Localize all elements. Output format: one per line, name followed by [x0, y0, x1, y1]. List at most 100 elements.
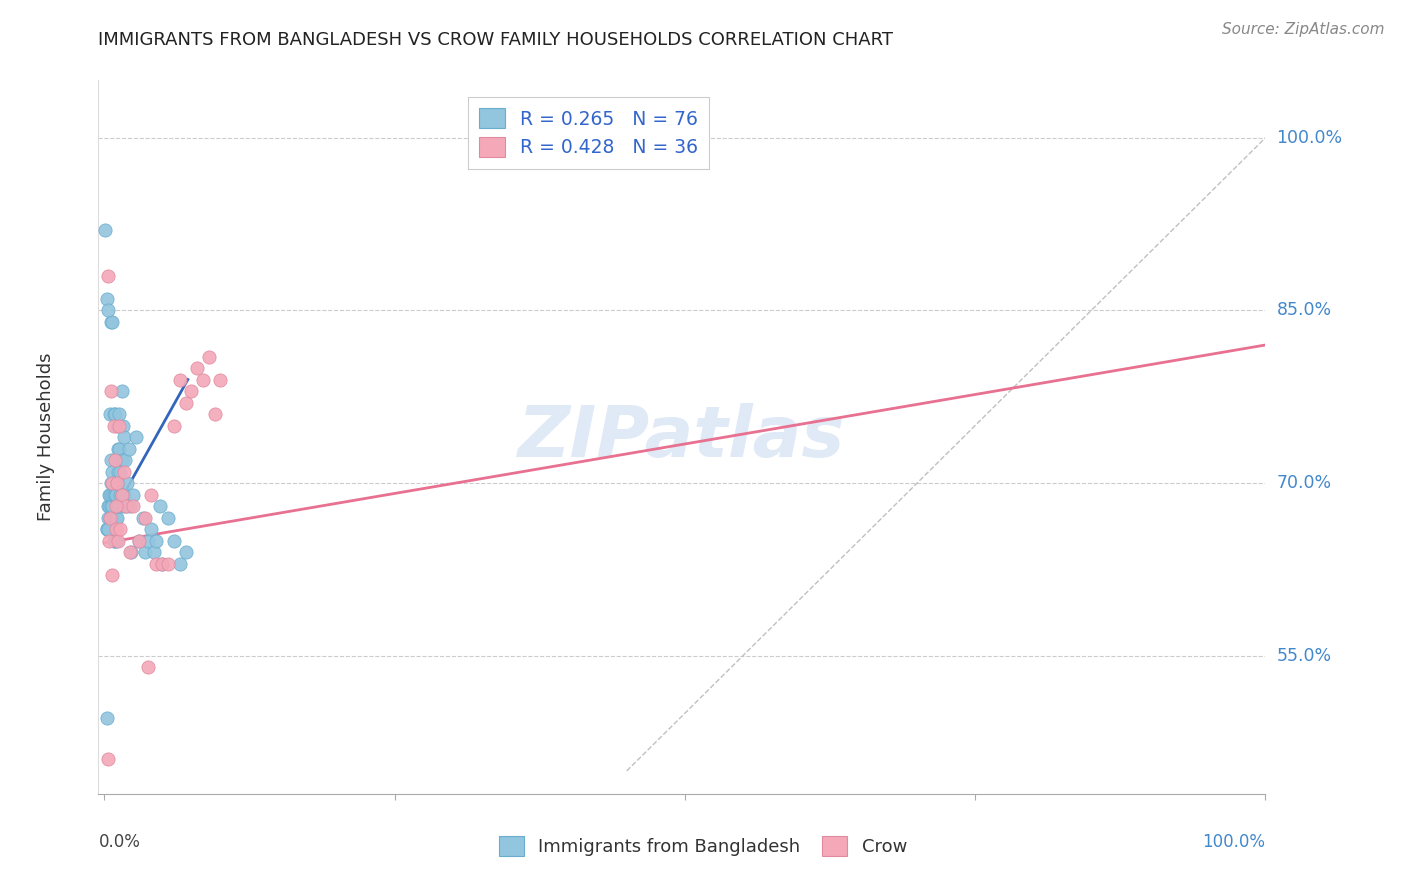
- Point: [104, 407, 127, 421]
- Point: [97, 268, 120, 283]
- Text: 100.0%: 100.0%: [1202, 833, 1265, 851]
- Point: [104, 453, 127, 467]
- Text: 100.0%: 100.0%: [1277, 128, 1343, 147]
- Point: [104, 453, 127, 467]
- Point: [104, 533, 127, 548]
- Point: [111, 384, 134, 398]
- Point: [118, 499, 141, 513]
- Point: [115, 499, 138, 513]
- Point: [105, 510, 128, 524]
- Point: [97, 499, 120, 513]
- Point: [101, 510, 124, 524]
- Point: [101, 499, 124, 513]
- Point: [104, 499, 127, 513]
- Point: [107, 533, 129, 548]
- Point: [101, 488, 124, 502]
- Point: [209, 372, 232, 386]
- Point: [143, 545, 166, 559]
- Point: [97, 533, 120, 548]
- Point: [197, 350, 219, 364]
- Point: [122, 488, 145, 502]
- Point: [174, 545, 197, 559]
- Point: [145, 533, 167, 548]
- Point: [97, 499, 120, 513]
- Point: [157, 557, 180, 571]
- Point: [163, 418, 186, 433]
- Point: [128, 533, 150, 548]
- Legend: R = 0.265   N = 76, R = 0.428   N = 36: R = 0.265 N = 76, R = 0.428 N = 36: [468, 97, 710, 169]
- Point: [105, 418, 128, 433]
- Point: [108, 418, 131, 433]
- Point: [117, 476, 139, 491]
- Point: [112, 465, 135, 479]
- Point: [103, 407, 125, 421]
- Point: [128, 533, 150, 548]
- Text: Family Households: Family Households: [37, 353, 55, 521]
- Point: [139, 488, 162, 502]
- Point: [114, 453, 136, 467]
- Point: [149, 499, 172, 513]
- Point: [120, 545, 142, 559]
- Point: [107, 476, 129, 491]
- Point: [138, 660, 160, 674]
- Point: [186, 361, 208, 376]
- Point: [169, 557, 191, 571]
- Point: [104, 488, 127, 502]
- Point: [111, 418, 134, 433]
- Point: [117, 442, 139, 456]
- Point: [139, 522, 162, 536]
- Point: [107, 442, 129, 456]
- Point: [110, 488, 132, 502]
- Point: [204, 407, 226, 421]
- Point: [103, 533, 125, 548]
- Point: [115, 499, 138, 513]
- Point: [104, 510, 127, 524]
- Point: [100, 315, 122, 329]
- Point: [157, 510, 180, 524]
- Point: [100, 453, 122, 467]
- Point: [112, 430, 135, 444]
- Point: [103, 510, 125, 524]
- Point: [150, 557, 173, 571]
- Point: [97, 752, 120, 766]
- Point: [101, 476, 124, 491]
- Point: [108, 499, 131, 513]
- Point: [138, 533, 160, 548]
- Text: 0.0%: 0.0%: [98, 833, 141, 851]
- Point: [110, 522, 132, 536]
- Point: [111, 488, 134, 502]
- Point: [96, 522, 118, 536]
- Point: [98, 510, 121, 524]
- Point: [107, 499, 129, 513]
- Point: [104, 533, 127, 548]
- Point: [104, 488, 127, 502]
- Point: [101, 568, 124, 582]
- Text: Source: ZipAtlas.com: Source: ZipAtlas.com: [1222, 22, 1385, 37]
- Text: ZIPatlas: ZIPatlas: [519, 402, 845, 472]
- Point: [98, 407, 121, 421]
- Point: [111, 488, 134, 502]
- Point: [118, 545, 141, 559]
- Point: [134, 545, 156, 559]
- Point: [103, 488, 125, 502]
- Point: [112, 488, 135, 502]
- Point: [174, 395, 197, 409]
- Point: [105, 499, 128, 513]
- Point: [100, 384, 122, 398]
- Point: [101, 465, 124, 479]
- Point: [145, 557, 167, 571]
- Point: [111, 453, 134, 467]
- Point: [104, 510, 127, 524]
- Point: [100, 476, 122, 491]
- Text: 70.0%: 70.0%: [1277, 475, 1331, 492]
- Point: [105, 476, 128, 491]
- Point: [131, 510, 153, 524]
- Point: [98, 510, 121, 524]
- Point: [110, 465, 132, 479]
- Text: IMMIGRANTS FROM BANGLADESH VS CROW FAMILY HOUSEHOLDS CORRELATION CHART: IMMIGRANTS FROM BANGLADESH VS CROW FAMIL…: [98, 31, 893, 49]
- Text: 55.0%: 55.0%: [1277, 647, 1331, 665]
- Point: [163, 533, 186, 548]
- Point: [100, 499, 122, 513]
- Point: [103, 418, 125, 433]
- Point: [134, 510, 156, 524]
